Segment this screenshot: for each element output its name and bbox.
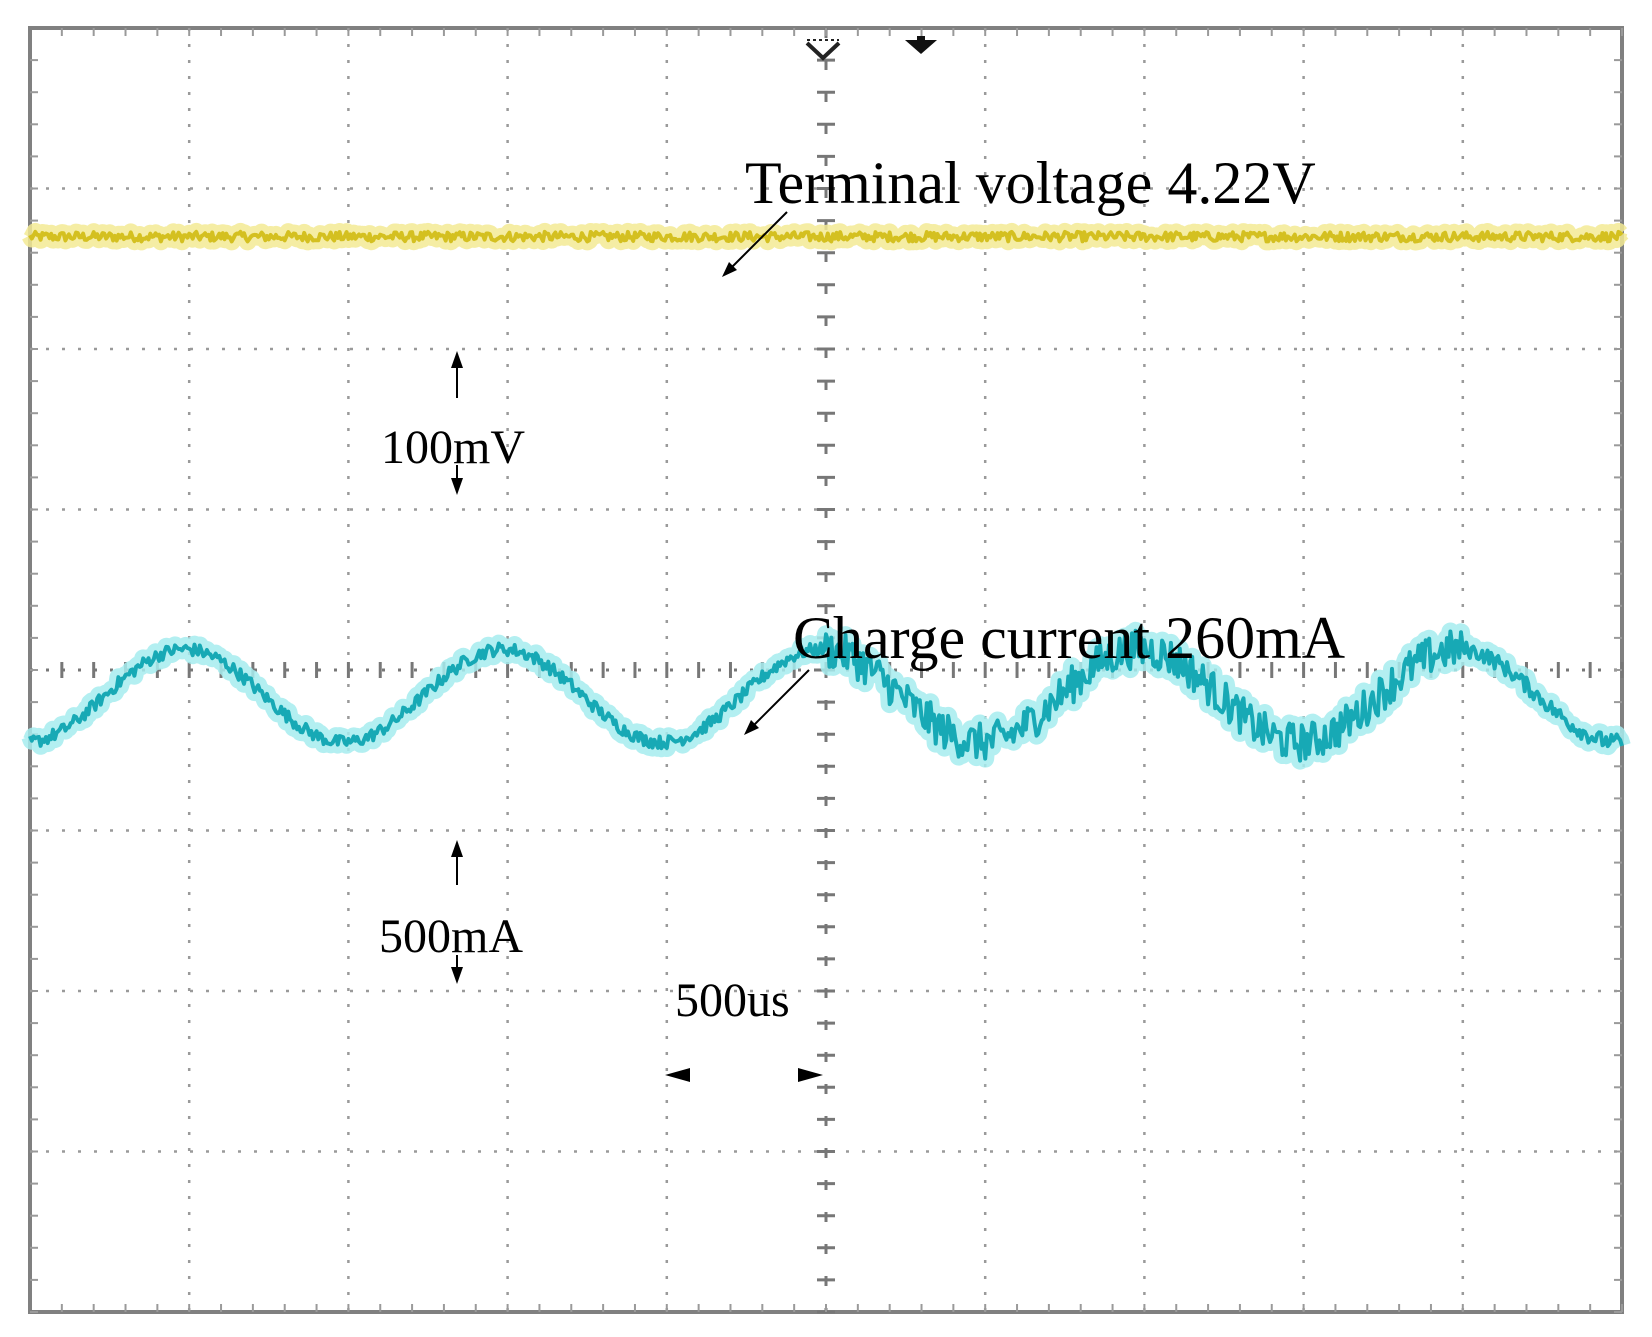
trigger-level-marker-stem [917, 36, 925, 44]
voltage-leader-arrowhead [722, 262, 737, 277]
time-scale-label: 500us [675, 974, 790, 1027]
trigger-position-marker [805, 39, 841, 61]
trace-layer [21, 222, 1631, 770]
voltage-trace-line [28, 229, 1624, 244]
voltage-scale-indicator [451, 351, 463, 495]
time-scale-right-arrow [798, 1068, 823, 1082]
current-scale-label: 500mA [379, 910, 523, 963]
voltage-scale-label: 100mV [381, 421, 525, 474]
trigger-level-marker [905, 40, 937, 54]
voltage-label-leader [730, 211, 788, 269]
voltage-trace-label: Terminal voltage 4.22V [745, 150, 1316, 216]
time-scale-left-arrow [665, 1068, 690, 1082]
current-label-leader [752, 669, 810, 727]
current-scale-indicator [451, 840, 463, 984]
current-trace-line [28, 628, 1624, 763]
current-trace-label: Charge current 260mA [793, 605, 1345, 671]
current-leader-arrowhead [744, 720, 759, 735]
